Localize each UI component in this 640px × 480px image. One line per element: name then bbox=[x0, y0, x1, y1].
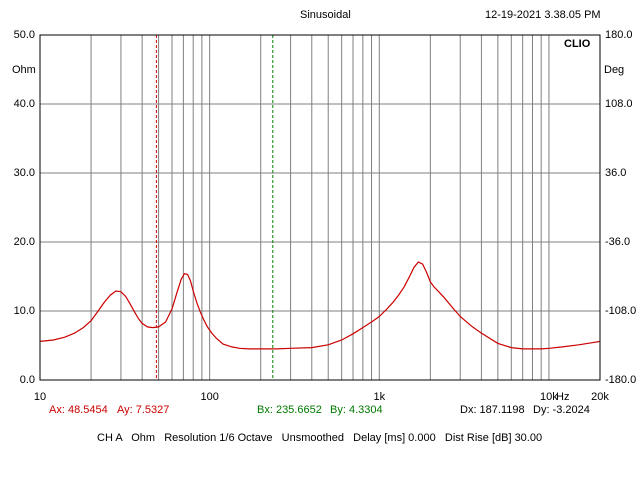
plot-frame bbox=[39, 34, 601, 381]
grid-lines bbox=[40, 35, 600, 380]
x-tick-label: 10 bbox=[33, 391, 47, 403]
x-tick-label: 10k bbox=[540, 391, 558, 403]
chart-title: Sinusoidal bbox=[300, 9, 351, 21]
measurement-settings: CH A Ohm Resolution 1/6 Octave Unsmoothe… bbox=[97, 432, 543, 444]
y-tick-label: 10.0 bbox=[13, 305, 35, 317]
cursor-b-y-readout: By: 4.3304 bbox=[330, 404, 383, 416]
y2-tick-label: -36.0 bbox=[605, 236, 631, 248]
impedance-curve bbox=[39, 261, 601, 350]
y2-tick-label: 108.0 bbox=[605, 98, 633, 110]
delta-x-readout: Dx: 187.1198 bbox=[460, 404, 525, 416]
y2-tick-label: -108.0 bbox=[605, 305, 637, 317]
cursor-lines bbox=[155, 35, 274, 380]
timestamp: 12-19-2021 3.38.05 PM bbox=[485, 9, 601, 21]
x-axis-unit: Hz bbox=[556, 391, 570, 403]
y2-tick-label: 36.0 bbox=[605, 167, 627, 179]
y-tick-label: 50.0 bbox=[13, 29, 35, 41]
cursor-b-x-readout: Bx: 235.6652 bbox=[257, 404, 322, 416]
y2-tick-label: 180.0 bbox=[605, 29, 633, 41]
cursor-a-x-readout: Ax: 48.5454 bbox=[49, 404, 108, 416]
y-axis-label: Ohm bbox=[12, 64, 36, 76]
x-tick-label: 20k bbox=[591, 391, 609, 403]
delta-y-readout: Dy: -3.2024 bbox=[533, 404, 590, 416]
y2-axis-label: Deg bbox=[604, 64, 625, 76]
x-tick-label: 1k bbox=[373, 391, 386, 403]
y-tick-label: 40.0 bbox=[13, 98, 35, 110]
y2-tick-label: -180.0 bbox=[605, 374, 637, 386]
brand-label: CLIO bbox=[564, 38, 591, 50]
x-tick-label: 100 bbox=[200, 391, 219, 403]
y-tick-label: 20.0 bbox=[13, 236, 35, 248]
series-layer bbox=[39, 261, 601, 350]
cursor-a-y-readout: Ay: 7.5327 bbox=[117, 404, 170, 416]
y-tick-label: 30.0 bbox=[13, 167, 35, 179]
y-tick-label: 0.0 bbox=[19, 374, 35, 386]
